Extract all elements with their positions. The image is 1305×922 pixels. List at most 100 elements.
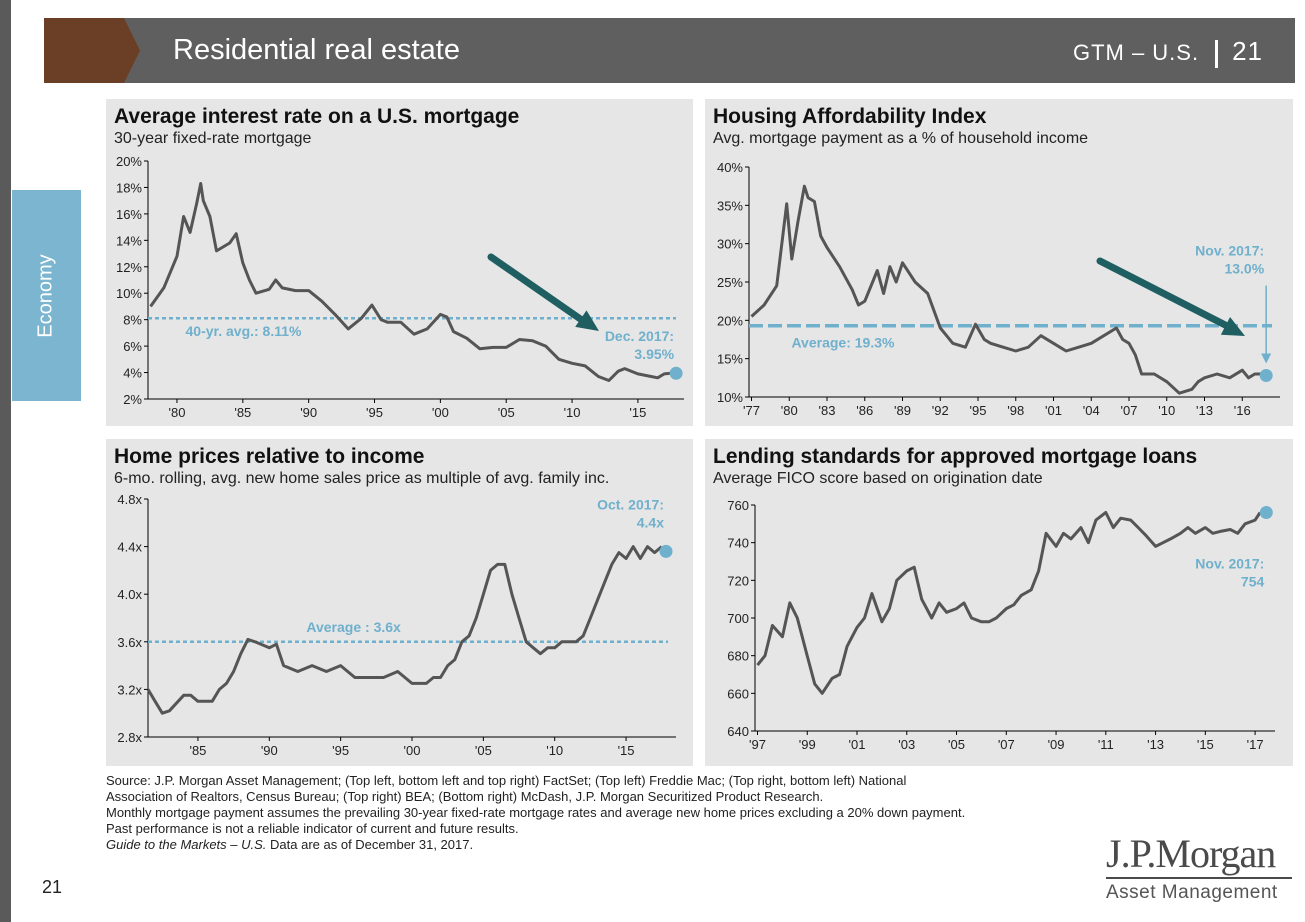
x-tick-label: '01 [849,737,866,752]
y-tick-label: 3.2x [117,682,142,697]
left-edge-bar [0,0,11,922]
y-tick-label: 740 [727,536,749,551]
jpmorgan-logo: J.P.Morgan Asset Management [1106,832,1292,905]
logo-divider [1106,877,1292,879]
series-line [756,511,1262,695]
chart-title: Lending standards for approved mortgage … [713,445,1198,468]
x-tick-label: '90 [300,405,317,420]
y-tick-label: 680 [727,649,749,664]
chart-title: Average interest rate on a U.S. mortgage [114,105,520,128]
y-tick-label: 640 [727,724,749,739]
y-tick-label: 14% [116,233,142,248]
x-tick-label: '09 [1048,737,1065,752]
x-tick-label: '13 [1147,737,1164,752]
x-tick-label: '92 [932,403,949,418]
header-bar [44,18,1295,83]
latest-label: Nov. 2017: [1195,556,1264,572]
y-tick-label: 25% [717,275,743,290]
chart-home-prices-income: 4.8x 4.4x 4.0x 3.6x 3.2x 2.8x '85 '90 '95 '00 '05 '… [117,492,676,758]
chart-affordability-index: 40% 35% 30% 25% 20% 15% 10%'77 '80 '83 '86 '89 '92 '… [717,160,1280,418]
sidebar-tab-label: Economy [34,254,57,338]
chart-subtitle: 6-mo. rolling, avg. new home sales price… [114,470,610,487]
source-line: Past performance is not a reliable indic… [106,821,519,836]
logo-name: J.P.Morgan [1106,831,1276,876]
y-tick-label: 40% [717,160,743,175]
y-tick-label: 20% [116,154,142,169]
chart-mortgage-rate: 20% 18% 16% 14% 12% 10% 8% 6% 4% 2% '80 '85 '90 '95 '0… [116,154,684,420]
x-tick-label: '95 [366,405,383,420]
x-tick-label: '86 [856,403,873,418]
y-tick-label: 4% [123,366,142,381]
x-tick-label: '11 [1098,737,1114,752]
series-line [750,184,1262,395]
series-line [146,545,663,715]
logo-subtitle: Asset Management [1106,882,1278,903]
y-tick-label: 720 [727,573,749,588]
x-tick-label: '85 [234,405,251,420]
sidebar-tab-economy[interactable] [12,190,81,401]
latest-point [1259,369,1273,383]
y-tick-label: 16% [116,207,142,222]
guide-date: Data are as of December 31, 2017. [266,837,474,852]
header-page-number: 21 [1232,36,1263,66]
x-tick-label: '90 [261,743,278,758]
source-line-guide: Guide to the Markets – U.S. Data are as … [106,837,965,853]
chart-panel-affordability: Housing Affordability Index Avg. mortgag… [705,99,1293,426]
y-tick-label: 4.8x [117,492,142,507]
average-label: Average: 19.3% [791,335,895,351]
x-tick-label: '16 [1234,403,1251,418]
y-tick-label: 10% [717,390,743,405]
y-tick-label: 8% [123,313,142,328]
latest-label: 13.0% [1224,261,1264,277]
x-tick-label: '05 [475,743,492,758]
chart-panel-mortgage: Average interest rate on a U.S. mortgage… [106,99,693,426]
x-tick-label: '00 [432,405,449,420]
chart-subtitle: 30-year fixed-rate mortgage [114,130,312,147]
x-tick-label: '10 [546,743,563,758]
header-section: GTM – U.S. 21 [1073,34,1263,70]
x-tick-label: '85 [189,743,206,758]
trend-arrow-head-icon [1220,317,1245,336]
y-tick-label: 2.8x [117,730,142,745]
latest-label: Nov. 2017: [1195,243,1264,259]
latest-point [669,366,683,380]
y-tick-label: 660 [727,686,749,701]
y-tick-label: 15% [717,352,743,367]
average-label: 40-yr. avg.: 8.11% [186,323,303,339]
x-tick-label: '95 [332,743,349,758]
x-tick-label: '07 [1121,403,1138,418]
x-tick-label: '13 [1196,403,1213,418]
x-tick-label: '03 [898,737,915,752]
latest-pointer-icon [1261,353,1272,364]
y-tick-label: 12% [116,260,142,275]
y-tick-label: 30% [717,237,743,252]
y-tick-label: 20% [717,313,743,328]
x-tick-label: '95 [970,403,987,418]
source-notes: Source: J.P. Morgan Asset Management; (T… [106,773,965,853]
chart-fico-score: 760 740 720 700 680 660 640'97 '99 '01 '03 '05 '07 '… [727,498,1275,752]
page-title: Residential real estate [173,34,460,66]
chart-subtitle: Average FICO score based on origination … [713,470,1043,487]
series-line [149,182,671,382]
x-tick-label: '77 [743,403,760,418]
header-separator [1215,40,1219,69]
y-tick-label: 4.4x [117,540,142,555]
y-tick-label: 760 [727,498,749,513]
x-tick-label: '83 [819,403,836,418]
x-tick-label: '15 [1197,737,1214,752]
x-tick-label: '05 [948,737,965,752]
header-chevron-icon [110,18,140,83]
chart-subtitle: Avg. mortgage payment as a % of househol… [713,130,1089,147]
section-label: GTM – U.S. [1072,40,1200,65]
source-line: Association of Realtors, Census Bureau; … [106,789,824,804]
x-tick-label: '80 [781,403,798,418]
y-tick-label: 700 [727,611,749,626]
x-tick-label: '97 [749,737,766,752]
latest-label: Dec. 2017: [605,328,674,344]
x-tick-label: '98 [1007,403,1024,418]
latest-label: 3.95% [634,346,674,362]
source-line: Monthly mortgage payment assumes the pre… [106,805,966,820]
trend-arrow-head-icon [575,310,599,331]
latest-label: 4.4x [637,514,664,530]
x-tick-label: '80 [168,405,185,420]
